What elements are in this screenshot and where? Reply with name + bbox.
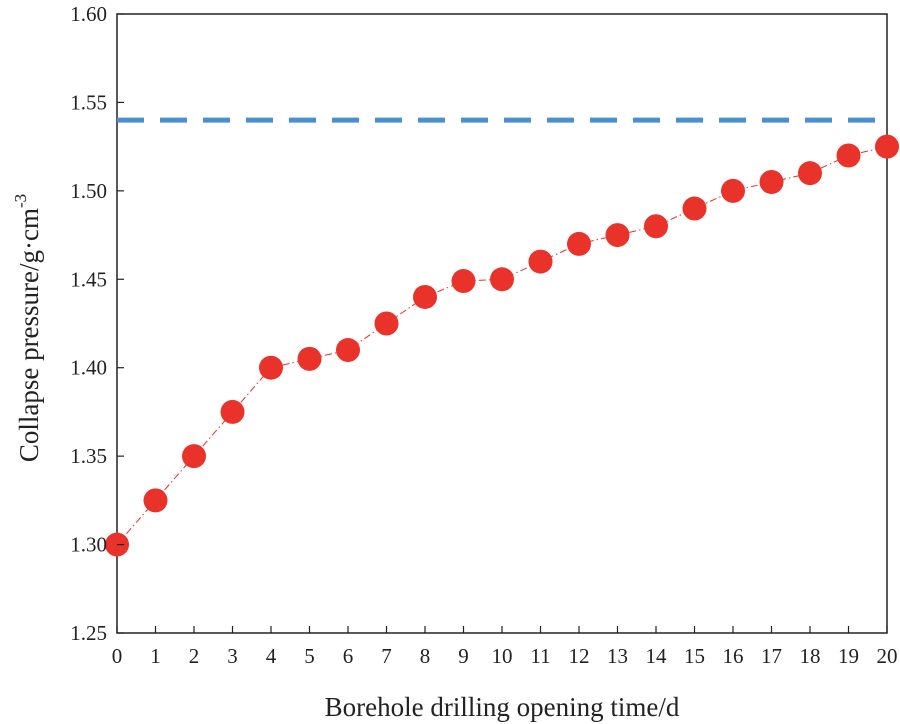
data-point: [259, 355, 283, 380]
y-tick-label: 1.35: [70, 444, 107, 468]
data-point: [451, 269, 476, 294]
data-point: [836, 143, 861, 168]
y-axis-title-superscript: -3: [11, 194, 30, 208]
x-tick-label: 12: [569, 644, 590, 668]
x-tick-label: 20: [877, 644, 898, 668]
data-point: [798, 161, 822, 186]
y-tick-label: 1.55: [70, 90, 107, 114]
data-point: [490, 267, 514, 292]
data-point: [182, 444, 206, 469]
y-axis-ticks: 1.25 1.30 1.35 1.40 1.45 1.50 1.55 1.60: [70, 2, 124, 645]
x-axis-ticks: 0 1 2 3 4 5 6 7 8 9 10 11 12 13 14 15 16 17 18 19 20: [112, 626, 898, 668]
y-tick-label: 1.45: [70, 267, 107, 291]
x-tick-label: 18: [800, 644, 821, 668]
data-point: [143, 488, 168, 513]
x-axis-title: Borehole drilling opening time/d: [325, 692, 680, 722]
x-tick-label: 5: [304, 644, 315, 668]
x-tick-label: 14: [646, 644, 668, 668]
x-tick-label: 7: [381, 644, 392, 668]
x-tick-label: 1: [150, 644, 161, 668]
data-point: [336, 338, 360, 363]
x-tick-label: 16: [723, 644, 744, 668]
x-tick-label: 11: [530, 644, 550, 668]
x-tick-label: 4: [266, 644, 277, 668]
y-axis-title: Collapse pressure/g·cm-3: [11, 194, 44, 462]
x-tick-label: 6: [343, 644, 354, 668]
data-point: [721, 178, 745, 203]
plot-border: [116, 13, 888, 634]
y-tick-label: 1.40: [70, 356, 107, 380]
data-point: [644, 214, 668, 239]
x-tick-label: 0: [112, 644, 123, 668]
x-tick-label: 10: [492, 644, 513, 668]
y-axis-title-base: Collapse pressure/g·cm: [14, 208, 44, 462]
data-point: [528, 249, 553, 274]
data-point: [220, 399, 245, 424]
x-tick-label: 19: [838, 644, 859, 668]
x-tick-label: 3: [227, 644, 238, 668]
y-tick-label: 1.30: [70, 533, 107, 557]
data-point: [297, 346, 322, 371]
data-point: [413, 284, 437, 309]
data-point: [567, 231, 591, 256]
plot-area: [116, 13, 888, 634]
data-point: [605, 223, 630, 248]
x-tick-label: 13: [607, 644, 628, 668]
data-point: [682, 196, 707, 221]
y-tick-label: 1.25: [70, 621, 107, 645]
x-tick-label: 9: [458, 644, 469, 668]
x-tick-label: 17: [761, 644, 782, 668]
series-layer: [105, 134, 899, 557]
series-line: [116, 146, 888, 545]
data-point: [374, 311, 399, 336]
x-tick-label: 2: [189, 644, 200, 668]
x-tick-label: 8: [420, 644, 431, 668]
data-point: [875, 134, 899, 159]
x-tick-label: 15: [684, 644, 705, 668]
y-tick-label: 1.50: [70, 179, 107, 203]
y-tick-label: 1.60: [70, 2, 107, 26]
data-point: [759, 170, 784, 195]
